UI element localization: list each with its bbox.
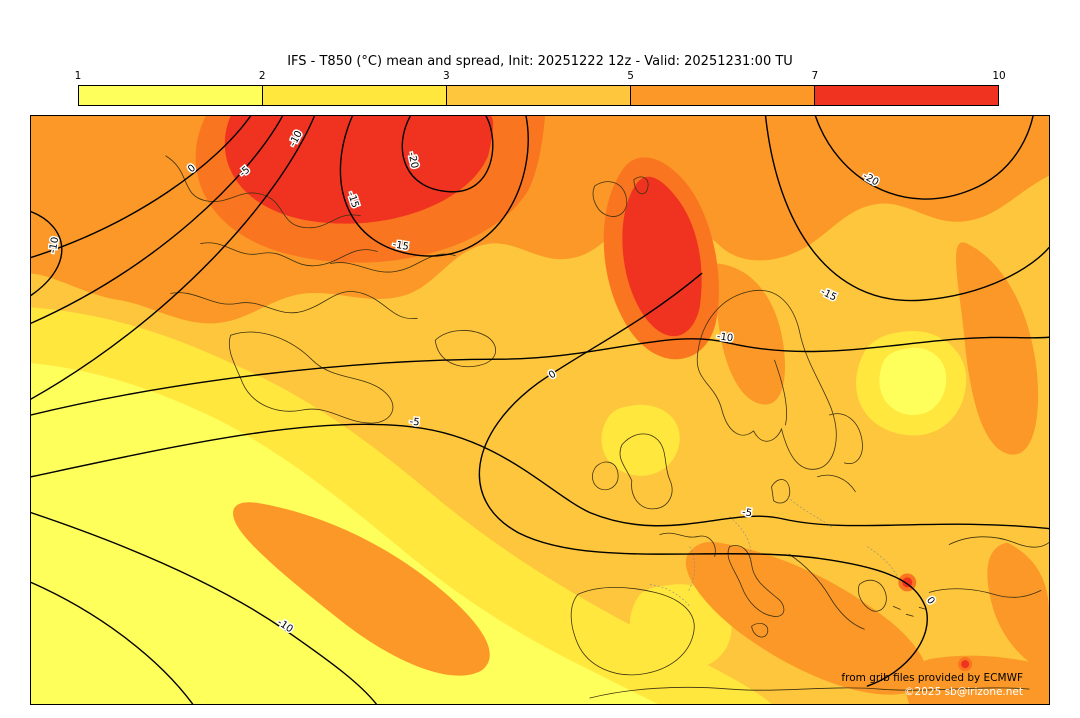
weather-map-svg: 0 -5-10-15-20-15-10-20-15-100-5-5-100: [31, 116, 1049, 704]
colorbar-segment: [79, 86, 263, 105]
chart-title: IFS - T850 (°C) mean and spread, Init: 2…: [287, 54, 793, 69]
contour-label: -20: [406, 151, 420, 169]
contour-label: -10: [48, 236, 62, 254]
colorbar-segment: [447, 86, 631, 105]
colorbar-tick-label: 5: [627, 70, 634, 82]
contour-label: -15: [392, 239, 410, 253]
colorbar-tick-label: 2: [258, 70, 266, 82]
colorbar-segment: [263, 86, 447, 105]
contour-line-layer: [31, 116, 1049, 704]
map-frame: 0 -5 -10 -15 -20 -15 -10 -20 -15 -10 0 -5 -5 -10 0 fro…: [30, 115, 1050, 705]
contour-label: -5: [741, 507, 753, 519]
spread-fill-layer: [31, 116, 1049, 704]
contour-label: -5: [409, 416, 420, 428]
colorbar-ticks: 1 2 3 5 7 10: [74, 70, 1006, 83]
colorbar-segment: [631, 86, 815, 105]
colorbar: 1 2 3 5 7 10: [75, 70, 1006, 106]
spread-max-region-2: [622, 176, 702, 337]
attribution-copyright: ©2025 sb@irizone.net: [904, 686, 1023, 698]
coastline-layer: [165, 155, 1049, 699]
country-border-layer: [649, 496, 901, 607]
colorbar-tick-label: 1: [74, 70, 82, 82]
spread-max-region: [224, 116, 493, 224]
colorbar-tick-label: 3: [443, 70, 450, 82]
colorbar-segment: [815, 86, 998, 105]
colorbar-tick-label: 7: [811, 70, 819, 82]
colorbar-tick-label: 10: [992, 70, 1006, 82]
attribution-source: from grib files provided by ECMWF: [841, 672, 1023, 684]
contour-label: -10: [716, 331, 734, 344]
colorbar-segments: [78, 85, 999, 106]
